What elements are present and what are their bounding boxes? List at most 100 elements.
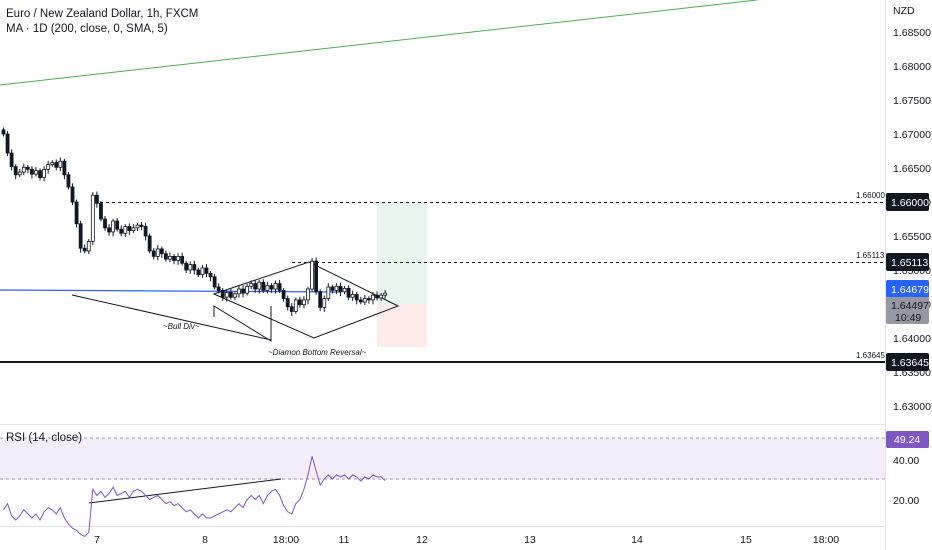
candle[interactable] (273, 280, 278, 294)
candle[interactable] (314, 257, 319, 295)
rsi-line[interactable] (3, 456, 386, 538)
candle[interactable] (172, 254, 176, 265)
candle[interactable] (354, 292, 359, 305)
candle[interactable] (17, 169, 22, 178)
candle[interactable] (38, 168, 42, 181)
candle[interactable] (228, 288, 233, 300)
candle[interactable] (379, 292, 383, 301)
candle[interactable] (78, 220, 83, 253)
candle[interactable] (143, 222, 148, 241)
candle[interactable] (159, 246, 164, 259)
candle[interactable] (237, 285, 241, 298)
candle[interactable] (269, 283, 274, 293)
candle[interactable] (66, 171, 71, 190)
candle[interactable] (322, 295, 327, 312)
candle[interactable] (94, 191, 99, 208)
candle[interactable] (196, 267, 201, 278)
candle[interactable] (310, 258, 314, 292)
candle[interactable] (204, 264, 209, 278)
candle[interactable] (241, 285, 245, 298)
candle[interactable] (54, 159, 59, 171)
candle[interactable] (58, 157, 63, 172)
candle[interactable] (326, 283, 331, 301)
candle[interactable] (257, 279, 262, 294)
candle[interactable] (139, 222, 144, 231)
candle[interactable] (224, 289, 229, 302)
candle[interactable] (342, 285, 347, 295)
candle[interactable] (277, 279, 282, 293)
bull-div-line[interactable] (71, 294, 272, 341)
rsi-divergence-line[interactable] (88, 478, 282, 504)
candle[interactable] (74, 199, 79, 228)
candle[interactable] (111, 218, 116, 237)
candle[interactable] (302, 296, 306, 309)
candle[interactable] (184, 260, 189, 274)
time-axis[interactable]: 7 8 18:00 11 12 13 14 15 18:00 (94, 534, 839, 546)
candle[interactable] (62, 158, 67, 180)
candle[interactable] (176, 253, 180, 265)
candle[interactable] (375, 291, 379, 301)
candle[interactable] (50, 160, 55, 167)
candle[interactable] (9, 149, 14, 171)
candle[interactable] (90, 192, 95, 246)
candle[interactable] (338, 282, 343, 297)
candle[interactable] (318, 289, 323, 312)
candle[interactable] (285, 295, 290, 311)
candle[interactable] (192, 260, 197, 275)
candle[interactable] (220, 288, 225, 301)
candle[interactable] (212, 273, 217, 290)
candle[interactable] (350, 290, 355, 301)
candle[interactable] (358, 296, 363, 305)
candle[interactable] (13, 164, 18, 180)
candle[interactable] (127, 223, 132, 235)
candle[interactable] (281, 288, 286, 302)
candle[interactable] (289, 302, 294, 316)
candle[interactable] (46, 160, 51, 174)
indicator-legend[interactable]: MA · 1D (200, close, 0, SMA, 5) (6, 23, 168, 35)
candle[interactable] (25, 164, 30, 174)
candle[interactable] (119, 225, 124, 237)
candle[interactable] (70, 183, 75, 206)
candle[interactable] (168, 252, 172, 263)
candle[interactable] (155, 245, 160, 261)
candle[interactable] (34, 166, 38, 177)
profit-zone[interactable] (377, 203, 427, 304)
candle[interactable] (30, 166, 34, 179)
candle[interactable] (86, 239, 91, 255)
candle[interactable] (383, 290, 388, 299)
candle[interactable] (131, 224, 136, 233)
chart-title[interactable]: Euro / New Zealand Dollar, 1h, FXCM (6, 8, 199, 20)
bull-div-bracket[interactable] (213, 305, 272, 342)
candle[interactable] (42, 166, 46, 182)
candle[interactable] (1, 127, 6, 137)
candle[interactable] (334, 283, 339, 295)
loss-zone[interactable] (377, 304, 427, 347)
candle[interactable] (180, 252, 185, 266)
candle[interactable] (216, 283, 221, 294)
candle[interactable] (261, 279, 266, 293)
candle[interactable] (123, 224, 128, 238)
ma-200-line[interactable] (0, 0, 758, 86)
candle[interactable] (297, 296, 302, 308)
candle[interactable] (188, 261, 193, 274)
candle[interactable] (233, 291, 237, 301)
candle[interactable] (208, 271, 213, 282)
candle[interactable] (147, 233, 152, 254)
candle[interactable] (253, 279, 258, 293)
candle[interactable] (265, 281, 270, 294)
candle[interactable] (115, 217, 120, 232)
candle[interactable] (293, 297, 298, 314)
candle[interactable] (245, 283, 250, 296)
candles[interactable] (1, 127, 388, 316)
candle[interactable] (82, 244, 87, 254)
candle[interactable] (366, 296, 371, 304)
candle[interactable] (330, 284, 335, 294)
candle[interactable] (371, 292, 375, 305)
blue-horizontal-line[interactable] (0, 289, 342, 293)
candle[interactable] (21, 163, 26, 176)
candle[interactable] (103, 215, 107, 231)
candle[interactable] (362, 294, 367, 306)
candle[interactable] (99, 200, 103, 222)
rsi-legend[interactable]: RSI (14, close) (6, 432, 83, 444)
